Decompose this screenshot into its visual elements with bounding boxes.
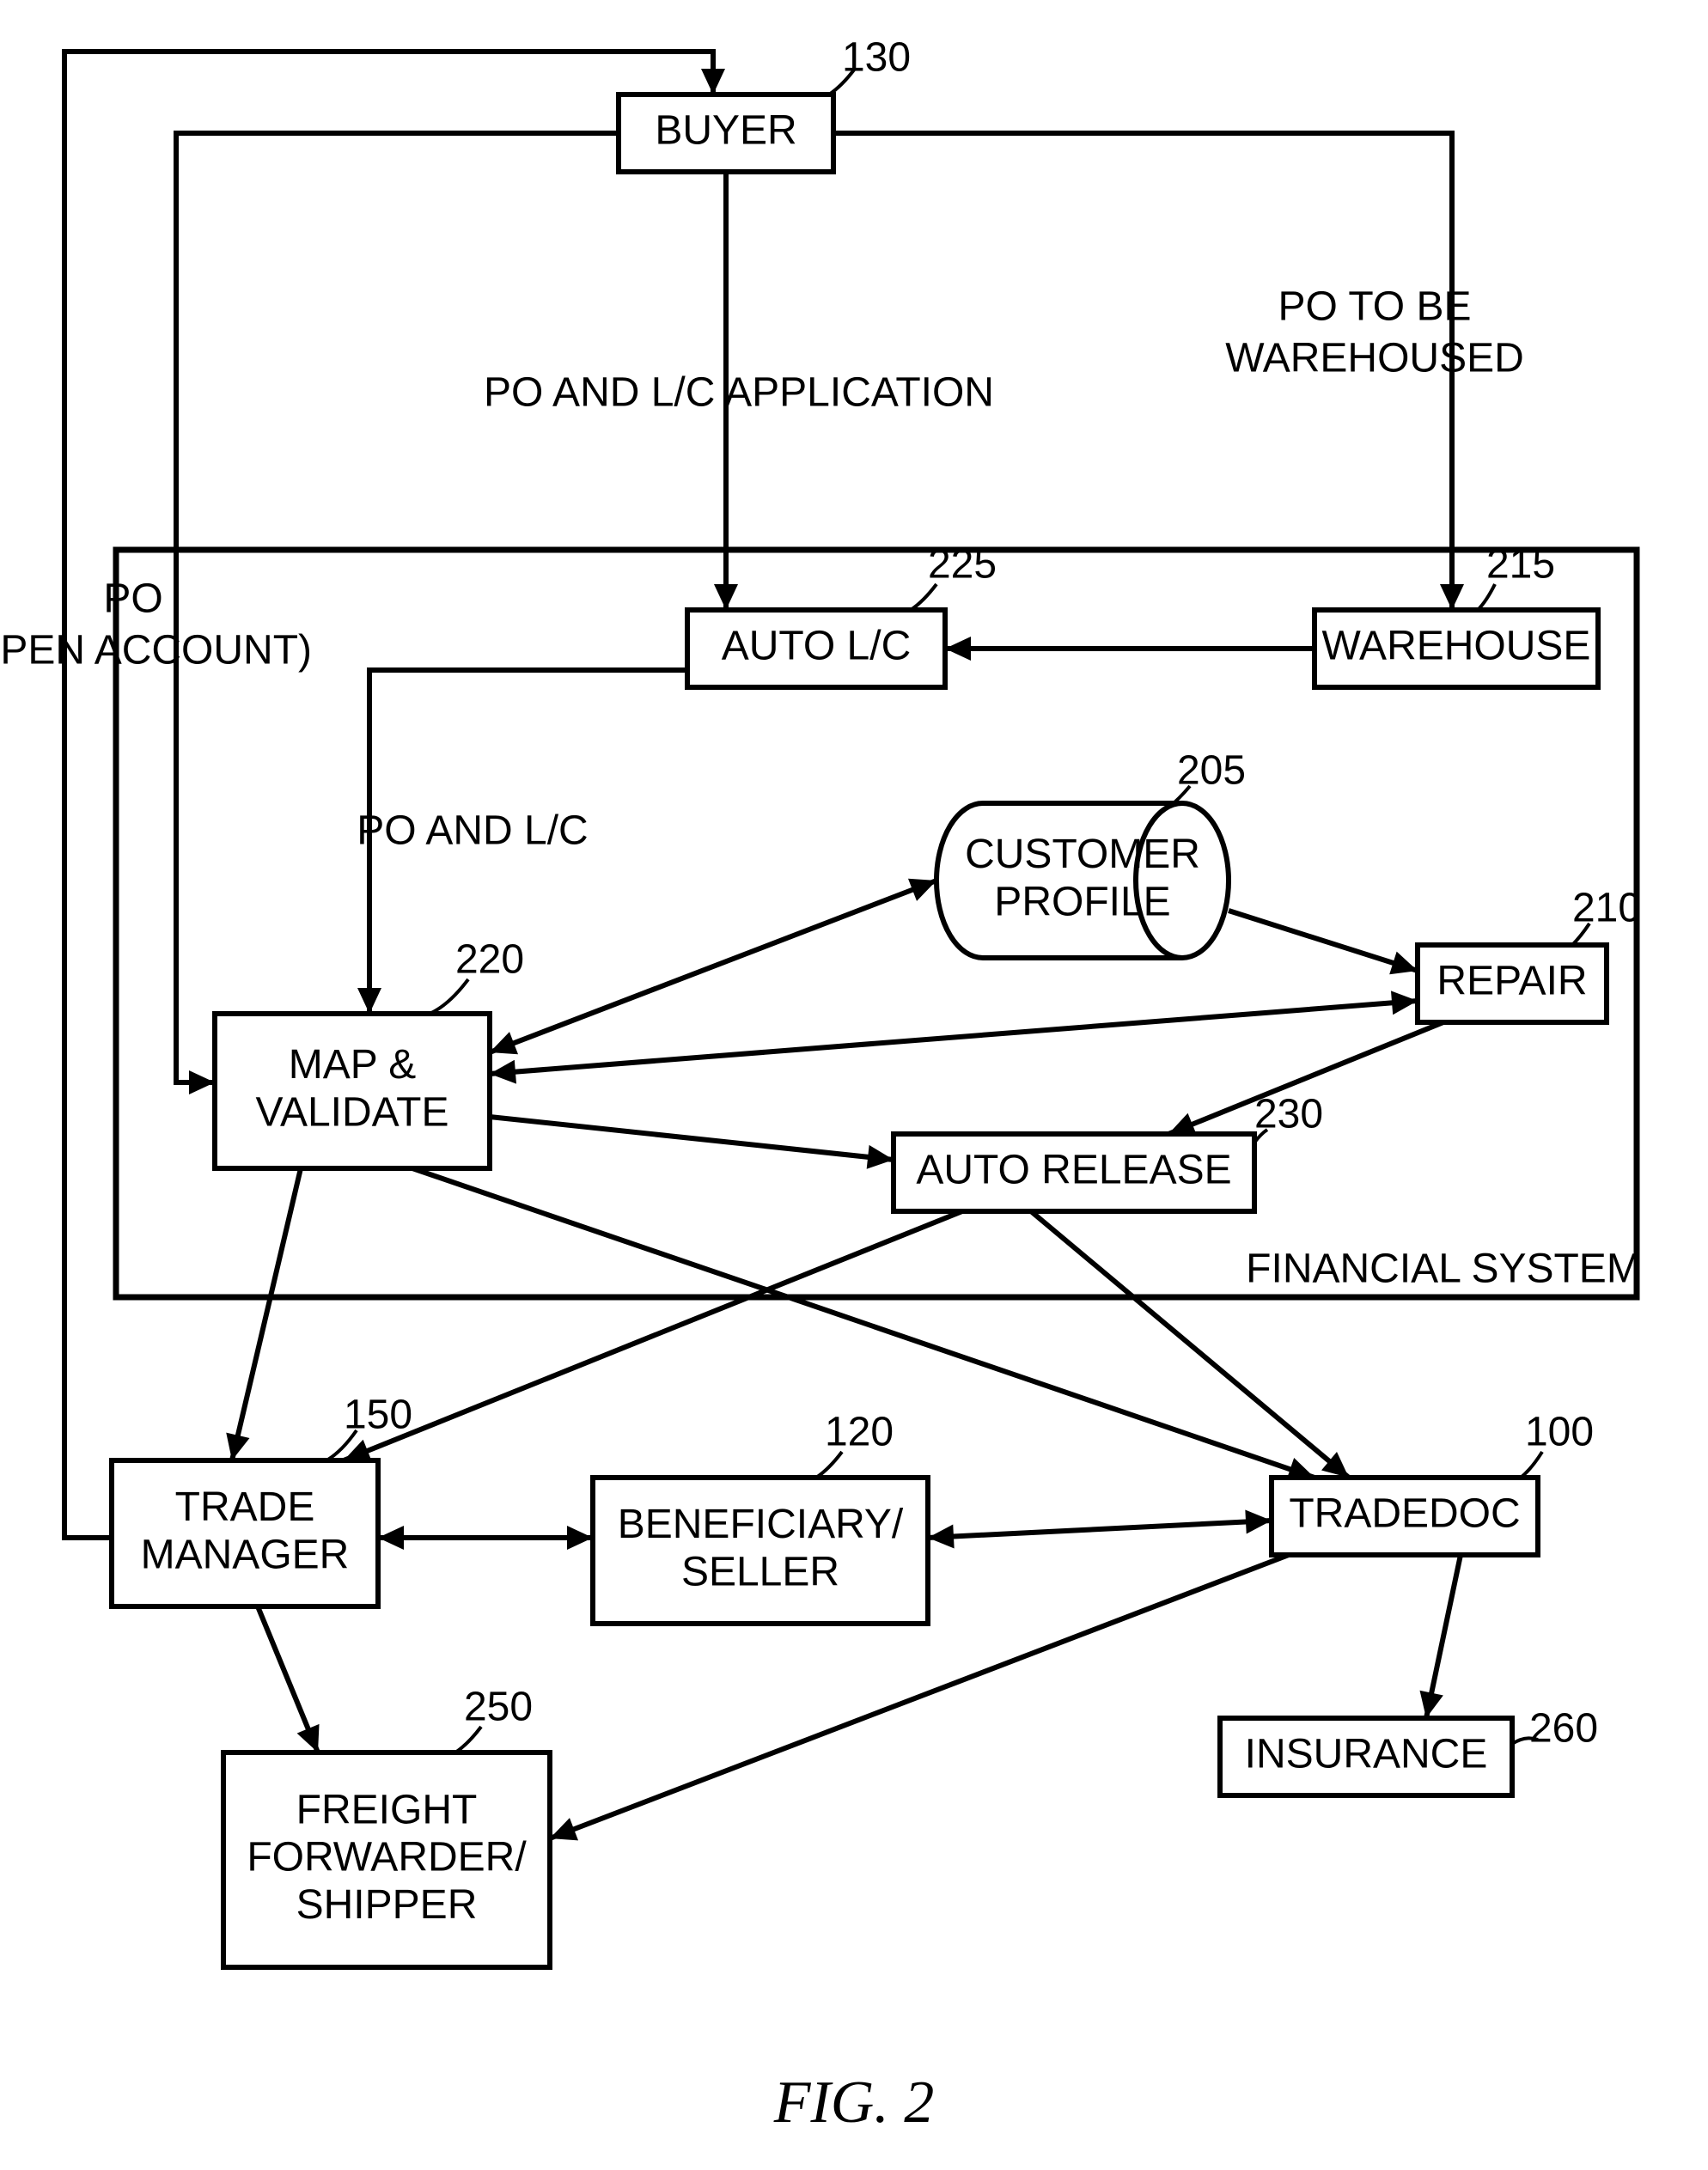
edge-label-1: PO TO BE [1278,284,1472,330]
node-mapvalidate-label-0: MAP & [289,1042,417,1088]
edge-label-0: PO AND L/C APPLICATION [484,370,994,416]
node-repair-label-0: REPAIR [1437,959,1587,1004]
node-tradedoc: TRADEDOC100 [1272,1410,1594,1555]
node-buyer-ref: 130 [842,35,911,81]
edge-label-5: PO AND L/C [357,808,588,854]
node-mapvalidate-ref: 220 [455,937,524,983]
figure-caption: FIG. 2 [773,2069,935,2136]
node-autorelease-ref: 230 [1254,1092,1323,1137]
node-autolc-label-0: AUTO L/C [722,624,912,669]
node-warehouse-label-0: WAREHOUSE [1322,624,1591,669]
node-repair-ref: 210 [1572,886,1641,931]
node-buyer-label-0: BUYER [655,108,796,154]
edge-label-4: (OPEN ACCOUNT) [0,628,312,674]
node-beneficiary-ref: 120 [825,1410,894,1455]
node-trademanager: TRADEMANAGER 150 [112,1393,412,1606]
node-insurance-ref: 260 [1529,1706,1598,1752]
node-freight-label-1: FORWARDER/ [247,1835,527,1880]
node-mapvalidate-label-1: VALIDATE [256,1089,449,1135]
node-freight-label-2: SHIPPER [296,1882,478,1928]
node-freight: FREIGHTFORWARDER/SHIPPER 250 [223,1685,550,1967]
node-profile-label-1: PROFILE [994,879,1170,924]
node-trademanager-label-0: TRADE [175,1484,315,1530]
node-warehouse-ref: 215 [1486,542,1555,588]
node-tradedoc-ref: 100 [1525,1410,1594,1455]
node-beneficiary-label-0: BENEFICIARY/ [618,1502,904,1547]
node-freight-ref: 250 [464,1685,533,1730]
node-profile-ref: 205 [1177,748,1246,794]
node-freight-label-0: FREIGHT [296,1787,478,1832]
node-beneficiary-label-1: SELLER [681,1549,839,1594]
node-trademanager-label-1: MANAGER [141,1532,350,1577]
node-profile-label-0: CUSTOMER [965,832,1200,877]
node-autorelease-label-0: AUTO RELEASE [916,1148,1231,1193]
node-insurance-label-0: INSURANCE [1245,1732,1488,1777]
node-insurance: INSURANCE 260 [1220,1706,1598,1795]
edge-label-2: WAREHOUSED [1225,336,1524,381]
node-tradedoc-label-0: TRADEDOC [1289,1491,1520,1537]
node-beneficiary: BENEFICIARY/SELLER 120 [593,1410,928,1624]
edge-label-3: PO [103,576,162,622]
node-buyer: BUYER 130 [619,35,911,172]
node-trademanager-ref: 150 [344,1393,412,1438]
financial-system-label: FINANCIAL SYSTEM [1246,1247,1641,1292]
node-autolc-ref: 225 [928,542,997,588]
